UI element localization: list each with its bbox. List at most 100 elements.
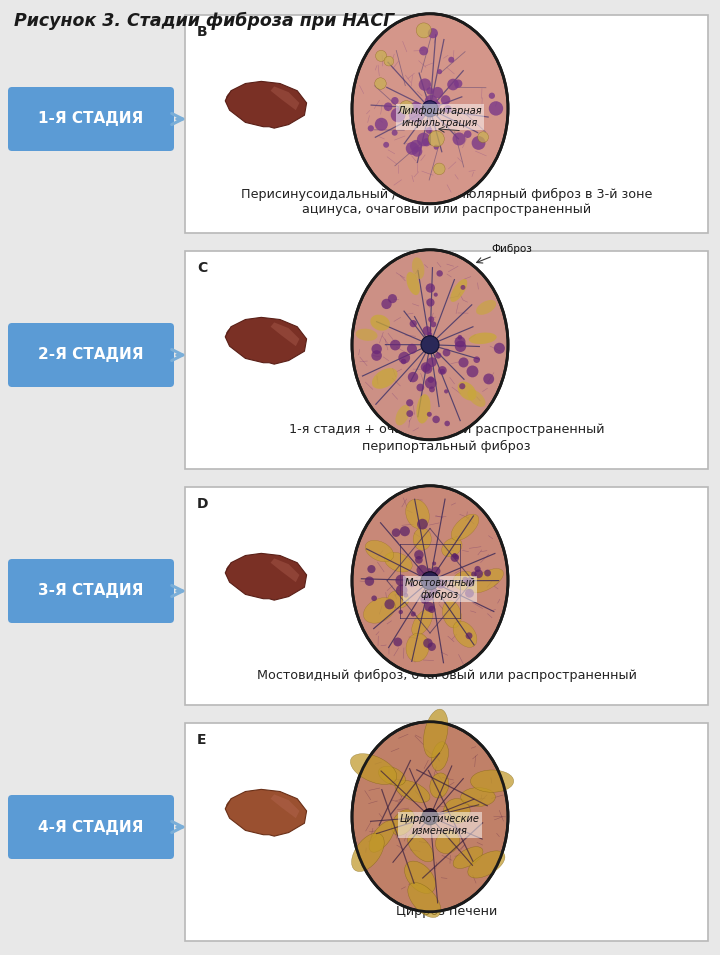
- Text: Перисинусоидальный / перицеллюлярный фиброз в 3-й зоне: Перисинусоидальный / перицеллюлярный фиб…: [240, 187, 652, 201]
- Circle shape: [410, 139, 422, 152]
- Circle shape: [465, 588, 474, 598]
- Ellipse shape: [352, 250, 508, 439]
- Circle shape: [428, 28, 438, 38]
- Circle shape: [396, 584, 408, 596]
- Circle shape: [365, 577, 374, 586]
- Text: 1-Я СТАДИЯ: 1-Я СТАДИЯ: [38, 112, 143, 126]
- Polygon shape: [271, 795, 300, 818]
- Circle shape: [428, 376, 434, 383]
- Ellipse shape: [352, 486, 508, 676]
- Circle shape: [465, 578, 474, 587]
- Circle shape: [433, 292, 438, 297]
- Circle shape: [436, 580, 446, 588]
- Circle shape: [436, 270, 443, 277]
- Ellipse shape: [365, 541, 394, 562]
- Circle shape: [372, 344, 382, 354]
- Circle shape: [390, 340, 400, 350]
- Circle shape: [423, 138, 431, 146]
- Circle shape: [420, 579, 428, 586]
- Circle shape: [453, 133, 466, 145]
- Circle shape: [447, 78, 459, 91]
- Circle shape: [367, 565, 376, 573]
- Ellipse shape: [352, 722, 508, 912]
- Circle shape: [409, 108, 423, 122]
- Ellipse shape: [453, 571, 477, 590]
- Circle shape: [432, 562, 436, 565]
- Polygon shape: [225, 790, 307, 837]
- Circle shape: [435, 352, 441, 359]
- Circle shape: [417, 133, 431, 146]
- Text: 3-Я СТАДИЯ: 3-Я СТАДИЯ: [38, 584, 144, 599]
- FancyBboxPatch shape: [8, 87, 174, 151]
- Circle shape: [410, 611, 416, 617]
- Circle shape: [474, 566, 481, 572]
- Circle shape: [431, 566, 441, 576]
- Circle shape: [406, 410, 413, 417]
- Circle shape: [391, 97, 399, 104]
- Circle shape: [422, 100, 438, 117]
- Circle shape: [372, 596, 377, 601]
- Ellipse shape: [351, 753, 397, 784]
- Ellipse shape: [352, 13, 508, 203]
- Circle shape: [477, 132, 488, 142]
- Circle shape: [440, 369, 445, 374]
- Circle shape: [441, 96, 451, 105]
- Ellipse shape: [226, 91, 248, 109]
- Circle shape: [444, 105, 451, 114]
- Circle shape: [391, 108, 405, 122]
- Ellipse shape: [408, 882, 441, 918]
- Polygon shape: [225, 81, 307, 128]
- Ellipse shape: [450, 279, 467, 302]
- Circle shape: [459, 357, 469, 368]
- Circle shape: [408, 371, 418, 382]
- Text: D: D: [197, 497, 209, 511]
- Circle shape: [410, 320, 417, 328]
- Polygon shape: [271, 559, 300, 583]
- Circle shape: [427, 568, 431, 572]
- Text: Лимфоцитарная
инфильтрация: Лимфоцитарная инфильтрация: [397, 106, 482, 128]
- Circle shape: [474, 569, 483, 578]
- Circle shape: [462, 577, 468, 583]
- Circle shape: [438, 366, 446, 374]
- Ellipse shape: [470, 770, 513, 793]
- Ellipse shape: [453, 621, 477, 647]
- Ellipse shape: [356, 329, 377, 341]
- Circle shape: [382, 299, 392, 309]
- Ellipse shape: [467, 390, 485, 407]
- Circle shape: [392, 528, 400, 537]
- FancyBboxPatch shape: [185, 251, 708, 469]
- Circle shape: [421, 336, 439, 353]
- Ellipse shape: [406, 633, 429, 662]
- Circle shape: [454, 555, 459, 560]
- Circle shape: [472, 136, 485, 150]
- Circle shape: [384, 599, 395, 609]
- Ellipse shape: [226, 562, 248, 581]
- Circle shape: [412, 146, 423, 157]
- Circle shape: [426, 127, 433, 134]
- Circle shape: [403, 593, 408, 598]
- Ellipse shape: [395, 405, 410, 425]
- Circle shape: [407, 344, 417, 354]
- Circle shape: [413, 104, 420, 111]
- Circle shape: [392, 130, 397, 136]
- Circle shape: [388, 294, 397, 304]
- Circle shape: [449, 56, 454, 63]
- Circle shape: [483, 373, 494, 385]
- FancyBboxPatch shape: [8, 323, 174, 387]
- Circle shape: [384, 56, 394, 66]
- Circle shape: [400, 100, 413, 115]
- Circle shape: [427, 357, 437, 367]
- Circle shape: [494, 343, 505, 353]
- Ellipse shape: [430, 773, 449, 798]
- Circle shape: [455, 341, 467, 352]
- Circle shape: [376, 51, 387, 61]
- Circle shape: [443, 349, 451, 356]
- Circle shape: [372, 350, 382, 361]
- Ellipse shape: [442, 538, 462, 557]
- Circle shape: [399, 610, 403, 614]
- Text: Рисунок 3. Стадии фиброза при НАСГ: Рисунок 3. Стадии фиброза при НАСГ: [14, 12, 395, 31]
- Ellipse shape: [226, 327, 248, 345]
- Text: E: E: [197, 733, 207, 747]
- Circle shape: [425, 95, 438, 108]
- FancyBboxPatch shape: [8, 795, 174, 859]
